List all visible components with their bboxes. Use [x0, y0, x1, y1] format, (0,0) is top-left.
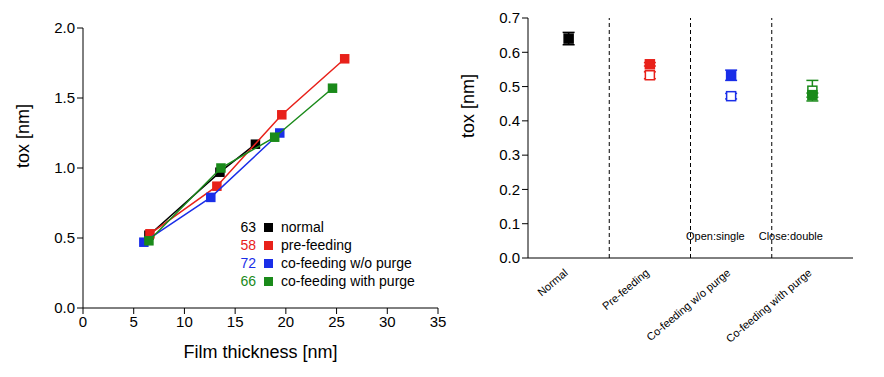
- svg-text:0.6: 0.6: [499, 44, 520, 61]
- svg-text:15: 15: [227, 313, 244, 330]
- svg-text:0.3: 0.3: [499, 146, 520, 163]
- svg-text:1.0: 1.0: [54, 159, 75, 176]
- html-text:co-feeding with purge: co-feeding with purge: [281, 273, 415, 289]
- svg-text:5: 5: [130, 313, 138, 330]
- html-text:normal: normal: [281, 219, 324, 235]
- svg-text:0.5: 0.5: [499, 78, 520, 95]
- html-text:co-feeding w/o purge: co-feeding w/o purge: [281, 255, 412, 271]
- html-text:pre-feeding: pre-feeding: [281, 237, 352, 253]
- html-text:66: 66: [240, 273, 256, 289]
- svg-text:Co-feeding with purge: Co-feeding with purge: [724, 266, 814, 344]
- svg-text:25: 25: [328, 313, 345, 330]
- svg-text:1.5: 1.5: [54, 89, 75, 106]
- html-text:Open:single: Open:single: [686, 230, 745, 242]
- svg-text:30: 30: [379, 313, 396, 330]
- svg-text:35: 35: [430, 313, 447, 330]
- svg-text:20: 20: [278, 313, 295, 330]
- svg-text:Co-feeding w/o purge: Co-feeding w/o purge: [644, 266, 732, 343]
- html-text:58: 58: [240, 237, 256, 253]
- svg-text:0.2: 0.2: [499, 181, 520, 198]
- svg-text:0.0: 0.0: [499, 249, 520, 266]
- svg-text:Normal: Normal: [535, 266, 570, 298]
- svg-text:0.1: 0.1: [499, 215, 520, 232]
- html-text:63: 63: [240, 219, 256, 235]
- svg-text:0.0: 0.0: [54, 299, 75, 316]
- svg-text:Film thickness [nm]: Film thickness [nm]: [183, 342, 337, 362]
- svg-text:0.7: 0.7: [499, 9, 520, 26]
- svg-text:tox [nm]: tox [nm]: [458, 74, 478, 138]
- svg-text:0: 0: [79, 313, 87, 330]
- svg-text:Pre-feeding: Pre-feeding: [600, 266, 651, 312]
- svg-text:10: 10: [176, 313, 193, 330]
- html-text:Close:double: Close:double: [758, 230, 823, 242]
- svg-text:0.4: 0.4: [499, 112, 520, 129]
- html-text:72: 72: [240, 255, 256, 271]
- svg-text:0.5: 0.5: [54, 229, 75, 246]
- svg-text:2.0: 2.0: [54, 19, 75, 36]
- svg-text:tox [nm]: tox [nm]: [13, 104, 33, 168]
